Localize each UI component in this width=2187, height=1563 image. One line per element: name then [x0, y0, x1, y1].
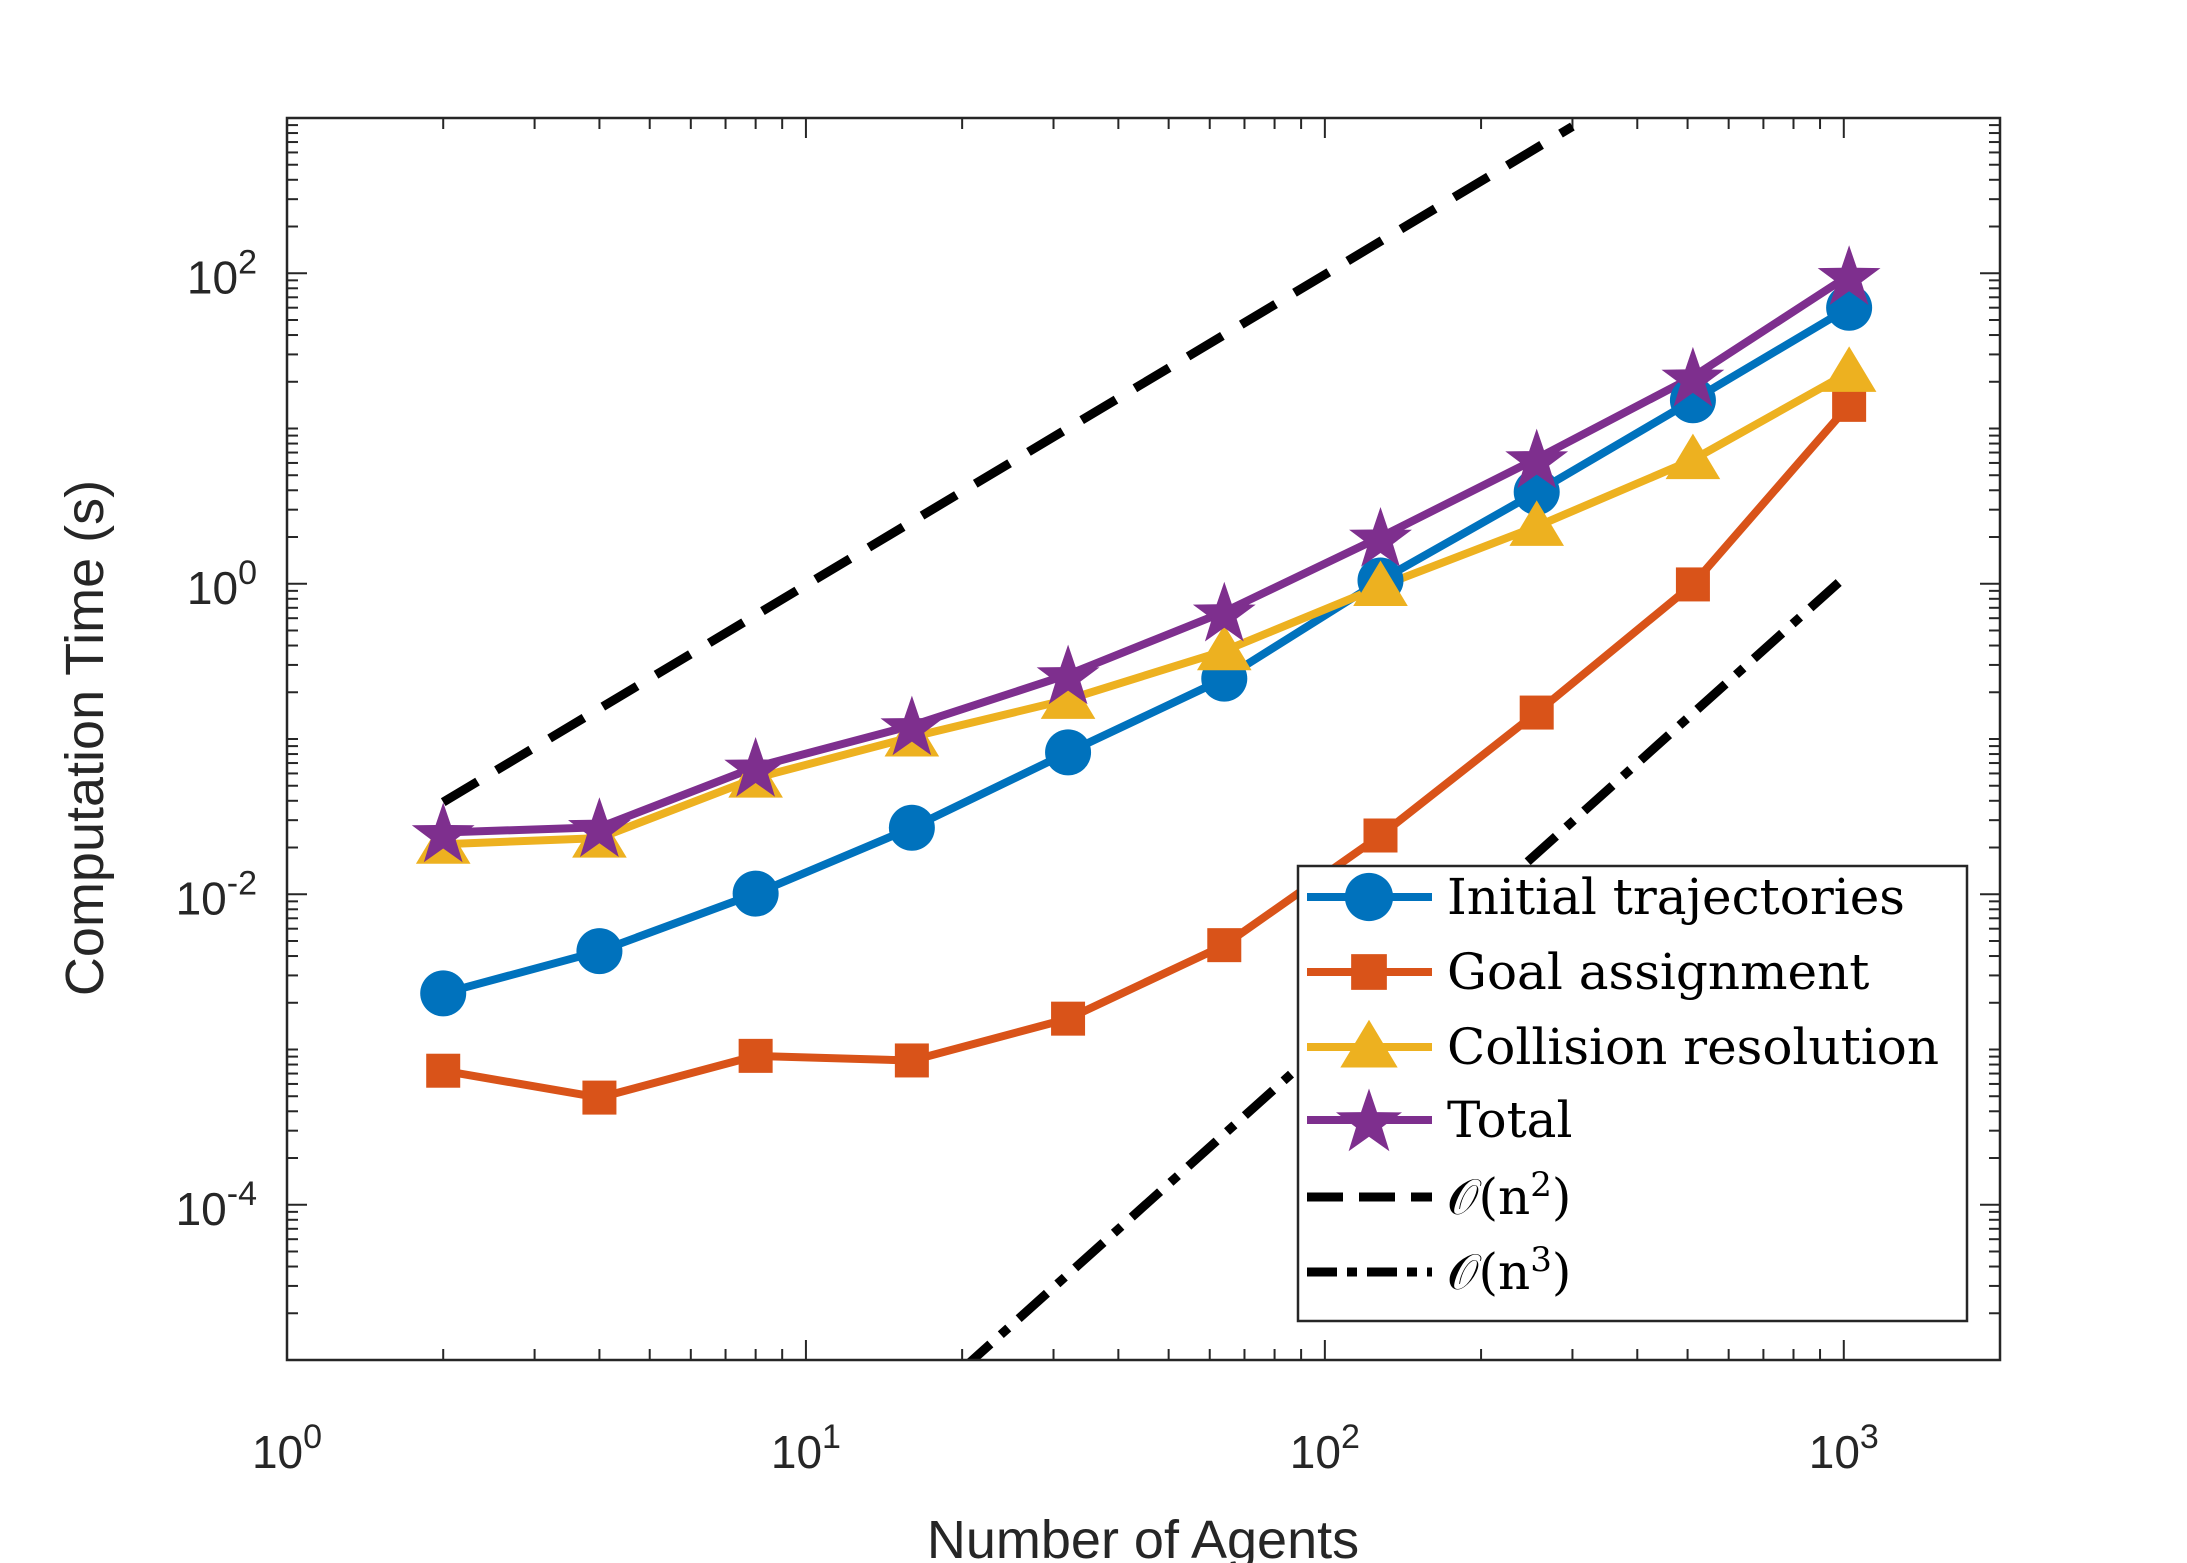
series-line-1 — [442, 402, 1853, 1102]
legend-marker-2 — [1340, 1019, 1398, 1068]
data-point-1 — [1519, 695, 1554, 730]
y-axis-title: Computation Time (s) — [55, 480, 115, 996]
data-point-3 — [880, 695, 944, 756]
legend-label-0: Initial trajectories — [1447, 868, 1905, 926]
y-tick-label: 100 — [187, 554, 257, 614]
data-point-2 — [1353, 560, 1408, 607]
markers-layer — [411, 245, 1881, 1115]
data-point-3 — [568, 797, 631, 857]
data-point-3 — [1036, 644, 1100, 705]
legend-label-5: 𝒪(n3) — [1447, 1240, 1571, 1301]
legend-box — [1296, 864, 1969, 1323]
data-point-1 — [1207, 928, 1242, 963]
data-point-0 — [1045, 729, 1092, 776]
data-point-1 — [1832, 387, 1867, 422]
data-point-0 — [888, 804, 935, 851]
data-point-3 — [1661, 346, 1725, 407]
x-axis-title: Number of Agents — [927, 1510, 1359, 1563]
y-tick-label: 102 — [187, 243, 257, 303]
data-point-2 — [1509, 500, 1565, 546]
x-tick-label: 100 — [252, 1418, 322, 1478]
data-point-1 — [1363, 818, 1398, 853]
x-tick-label: 102 — [1290, 1418, 1360, 1478]
data-point-1 — [426, 1053, 461, 1088]
data-point-3 — [724, 737, 787, 797]
series-line-3 — [443, 271, 1852, 837]
data-point-2 — [1821, 346, 1877, 392]
legend-label-1: Goal assignment — [1447, 943, 1869, 1001]
legend-marker-0 — [1344, 872, 1394, 922]
data-point-0 — [576, 928, 623, 975]
legend-label-4: 𝒪(n2) — [1447, 1165, 1571, 1226]
legend: Initial trajectories Goal assignment Colli… — [1296, 864, 1969, 1323]
data-point-3 — [1505, 428, 1569, 489]
y-tick-label: 10-4 — [176, 1175, 257, 1235]
legend-marker-1 — [1351, 954, 1387, 990]
data-point-0 — [420, 970, 467, 1017]
series-line-2 — [443, 368, 1852, 849]
series-line-4 — [440, 122, 1575, 806]
data-point-3 — [411, 802, 475, 863]
x-tick-label: 103 — [1809, 1418, 1879, 1478]
plot-frame — [285, 116, 2002, 1362]
data-point-1 — [894, 1043, 929, 1078]
x-tick-label: 101 — [771, 1418, 841, 1478]
series-line-0 — [442, 304, 1852, 998]
legend-label-3: Total — [1447, 1091, 1572, 1149]
ticks-layer — [286, 118, 2001, 1361]
data-point-3 — [1192, 581, 1256, 642]
data-point-2 — [1665, 433, 1721, 480]
data-point-1 — [738, 1038, 773, 1073]
data-point-0 — [1826, 284, 1873, 331]
data-point-3 — [1817, 245, 1881, 305]
data-point-1 — [1675, 567, 1710, 602]
tick-labels-layer: 100 101 102 103 10-4 10-2 100 102 — [176, 243, 1879, 1478]
data-point-3 — [1349, 507, 1412, 567]
data-point-1 — [1051, 1001, 1086, 1036]
data-point-1 — [582, 1080, 617, 1115]
data-point-2 — [1196, 624, 1252, 671]
y-tick-label: 10-2 — [176, 864, 257, 924]
data-point-2 — [1040, 673, 1096, 719]
legend-marker-3 — [1336, 1088, 1402, 1152]
data-point-0 — [732, 870, 779, 917]
legend-label-2: Collision resolution — [1447, 1018, 1939, 1076]
